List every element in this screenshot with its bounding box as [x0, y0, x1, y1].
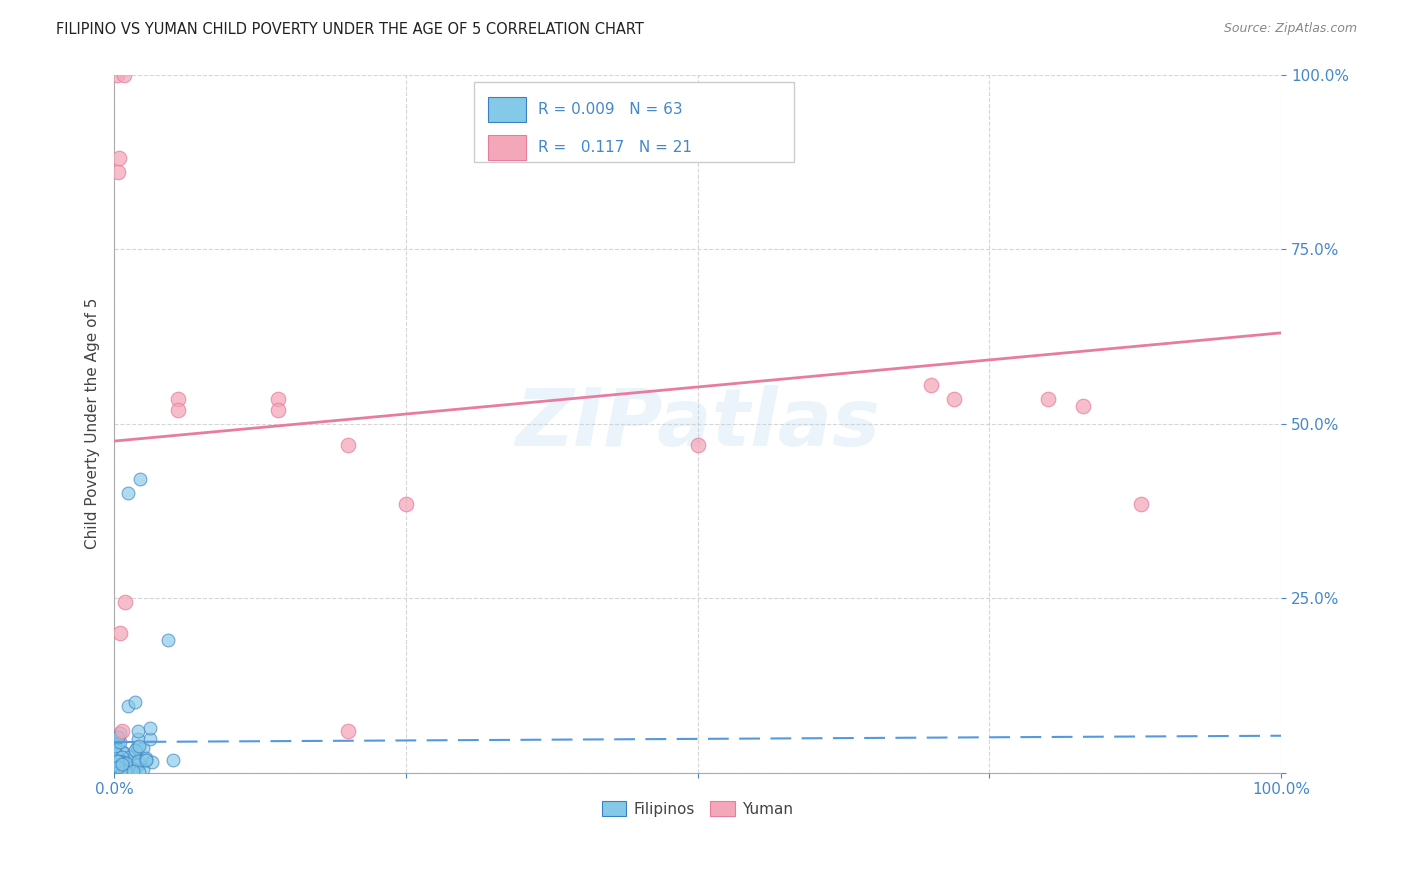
Point [128, 764, 150, 779]
Point [118, 750, 141, 764]
Point [108, 764, 131, 778]
Point [118, 763, 141, 777]
Point [139, 731, 162, 746]
Point [114, 595, 136, 609]
Point [114, 764, 136, 778]
Point [104, 764, 127, 778]
Point [135, 753, 157, 767]
Point [103, 740, 125, 755]
Point [266, 402, 288, 417]
Point [127, 723, 149, 738]
Point [108, 761, 131, 775]
Point [128, 739, 150, 753]
Point [1130, 497, 1153, 511]
Point [395, 497, 418, 511]
FancyBboxPatch shape [488, 97, 526, 122]
Point [111, 745, 134, 759]
Point [122, 764, 145, 779]
Y-axis label: Child Poverty Under the Age of 5: Child Poverty Under the Age of 5 [86, 298, 100, 549]
Text: Source: ZipAtlas.com: Source: ZipAtlas.com [1223, 22, 1357, 36]
Point [107, 730, 129, 744]
Point [167, 402, 190, 417]
Point [108, 626, 131, 640]
Point [114, 764, 136, 779]
Point [114, 754, 136, 768]
Point [105, 732, 128, 747]
Point [108, 151, 131, 165]
Point [105, 68, 128, 82]
Point [167, 392, 190, 407]
Point [115, 756, 138, 771]
Point [111, 745, 134, 759]
Text: ZIPatlas: ZIPatlas [515, 384, 880, 463]
Point [141, 755, 163, 769]
Point [157, 633, 180, 648]
Point [112, 756, 135, 770]
Point [128, 473, 150, 487]
Point [162, 753, 184, 767]
Point [107, 760, 129, 774]
Point [104, 747, 127, 762]
Point [117, 486, 139, 500]
Point [128, 756, 150, 771]
Point [112, 68, 135, 82]
Point [336, 723, 359, 738]
Point [111, 765, 134, 780]
Legend: Filipinos, Yuman: Filipinos, Yuman [595, 794, 801, 824]
Point [1071, 399, 1094, 413]
Point [127, 732, 149, 747]
Point [110, 762, 132, 776]
Point [686, 437, 709, 451]
Point [104, 739, 127, 754]
Point [124, 750, 146, 764]
Point [266, 392, 288, 407]
Point [103, 760, 125, 774]
Point [107, 736, 129, 750]
Point [124, 695, 146, 709]
Point [124, 762, 146, 776]
Point [105, 754, 128, 768]
Point [111, 723, 134, 738]
Text: R =   0.117   N = 21: R = 0.117 N = 21 [537, 140, 692, 155]
Point [110, 764, 132, 778]
Point [108, 760, 131, 774]
Point [111, 759, 134, 773]
Point [132, 762, 155, 776]
Point [117, 764, 139, 778]
Point [107, 760, 129, 774]
Point [107, 759, 129, 773]
Point [120, 760, 142, 774]
Point [124, 745, 146, 759]
Point [131, 740, 153, 755]
Point [127, 754, 149, 768]
Point [135, 753, 157, 767]
Point [127, 758, 149, 772]
Point [107, 165, 129, 179]
Point [943, 392, 966, 407]
Text: FILIPINO VS YUMAN CHILD POVERTY UNDER THE AGE OF 5 CORRELATION CHART: FILIPINO VS YUMAN CHILD POVERTY UNDER TH… [56, 22, 644, 37]
Text: R = 0.009   N = 63: R = 0.009 N = 63 [537, 102, 682, 117]
Point [139, 721, 162, 735]
Point [108, 726, 131, 740]
Point [117, 699, 139, 714]
Point [920, 378, 942, 392]
Point [135, 750, 157, 764]
Point [108, 735, 131, 749]
Point [110, 757, 132, 772]
Point [107, 754, 129, 768]
FancyBboxPatch shape [474, 81, 794, 161]
FancyBboxPatch shape [488, 135, 526, 160]
Point [336, 437, 359, 451]
Point [111, 749, 134, 764]
Point [1036, 392, 1059, 407]
Point [124, 743, 146, 757]
Point [105, 761, 128, 775]
Point [127, 739, 149, 754]
